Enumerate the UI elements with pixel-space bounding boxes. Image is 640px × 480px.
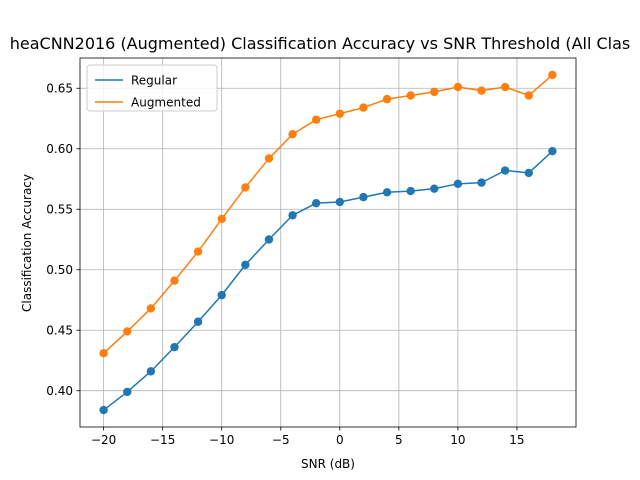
data-point-augmented: [193, 247, 203, 256]
legend-label-augmented: Augmented: [131, 96, 201, 110]
data-point-augmented: [170, 276, 179, 285]
x-tick-label: 5: [395, 433, 403, 447]
data-point-regular: [193, 317, 203, 326]
data-point-regular: [524, 168, 533, 178]
x-tick-label: 0: [336, 433, 344, 447]
data-point-regular: [288, 211, 297, 220]
data-point-augmented: [335, 109, 345, 118]
y-tick-label: 0.50: [46, 263, 73, 277]
x-tick-label: −15: [150, 433, 175, 447]
x-tick-label: 10: [450, 433, 465, 447]
plot-area: −20 −15 −10 −5 0 5 10 15 0.40 0.45 0.50 0.55 0.60 0.6…: [46, 57, 577, 447]
data-point-regular: [500, 166, 510, 175]
x-tick-label: −10: [209, 433, 234, 447]
data-point-augmented: [430, 87, 439, 97]
chart-title: heaCNN2016 (Augmented) Classification Ac…: [10, 34, 631, 53]
y-tick-label: 0.45: [46, 324, 73, 338]
x-axis-label: SNR (dB): [301, 457, 355, 471]
legend-label-regular: Regular: [131, 74, 177, 88]
data-point-augmented: [288, 130, 297, 139]
y-tick-label: 0.60: [46, 142, 73, 156]
axes-frame: [79, 57, 577, 428]
data-point-augmented: [99, 349, 108, 358]
data-point-augmented: [453, 82, 463, 92]
x-tick-label: −20: [91, 433, 116, 447]
data-point-augmented: [146, 304, 156, 313]
data-point-augmented: [524, 91, 533, 100]
data-point-regular: [430, 184, 439, 193]
data-point-augmented: [500, 82, 510, 92]
y-axis-label: Classification Accuracy: [20, 174, 34, 312]
y-tick-label: 0.65: [46, 82, 73, 96]
x-tick-label: −5: [272, 433, 290, 447]
data-point-augmented: [241, 183, 250, 192]
data-point-augmented: [264, 154, 274, 163]
data-point-regular: [217, 290, 226, 300]
data-point-regular: [477, 178, 486, 187]
y-tick-label: 0.40: [46, 384, 73, 398]
data-point-augmented: [311, 115, 321, 124]
x-tick-label: 15: [509, 433, 524, 447]
y-tick-label: 0.55: [46, 203, 73, 217]
data-point-augmented: [359, 103, 368, 112]
data-point-augmented: [406, 91, 415, 100]
data-point-augmented: [217, 214, 226, 224]
data-point-regular: [123, 387, 132, 397]
data-point-regular: [406, 186, 415, 196]
legend-box: [86, 64, 218, 112]
data-point-augmented: [123, 327, 132, 336]
data-point-regular: [146, 367, 156, 376]
data-point-regular: [548, 146, 557, 156]
data-point-regular: [99, 405, 108, 415]
data-point-regular: [241, 260, 250, 270]
data-point-regular: [359, 192, 368, 202]
data-point-augmented: [548, 70, 557, 80]
data-point-regular: [170, 342, 179, 352]
data-point-regular: [382, 188, 392, 197]
data-point-regular: [311, 198, 321, 208]
data-point-augmented: [477, 86, 486, 95]
data-point-augmented: [382, 94, 392, 104]
data-point-regular: [264, 235, 274, 244]
data-point-regular: [453, 179, 463, 189]
data-point-regular: [335, 197, 345, 207]
